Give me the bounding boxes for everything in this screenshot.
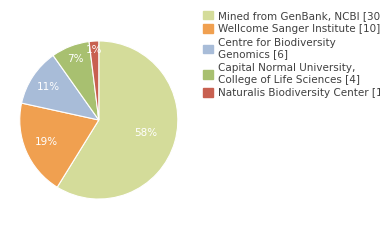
Text: 19%: 19% — [35, 137, 58, 147]
Text: 7%: 7% — [67, 54, 83, 64]
Text: 58%: 58% — [135, 128, 157, 138]
Wedge shape — [20, 103, 99, 187]
Wedge shape — [53, 42, 99, 120]
Wedge shape — [89, 41, 99, 120]
Text: 11%: 11% — [37, 82, 60, 92]
Text: 1%: 1% — [86, 45, 103, 55]
Legend: Mined from GenBank, NCBI [30], Wellcome Sanger Institute [10], Centre for Biodiv: Mined from GenBank, NCBI [30], Wellcome … — [203, 11, 380, 98]
Wedge shape — [22, 55, 99, 120]
Wedge shape — [57, 41, 178, 199]
